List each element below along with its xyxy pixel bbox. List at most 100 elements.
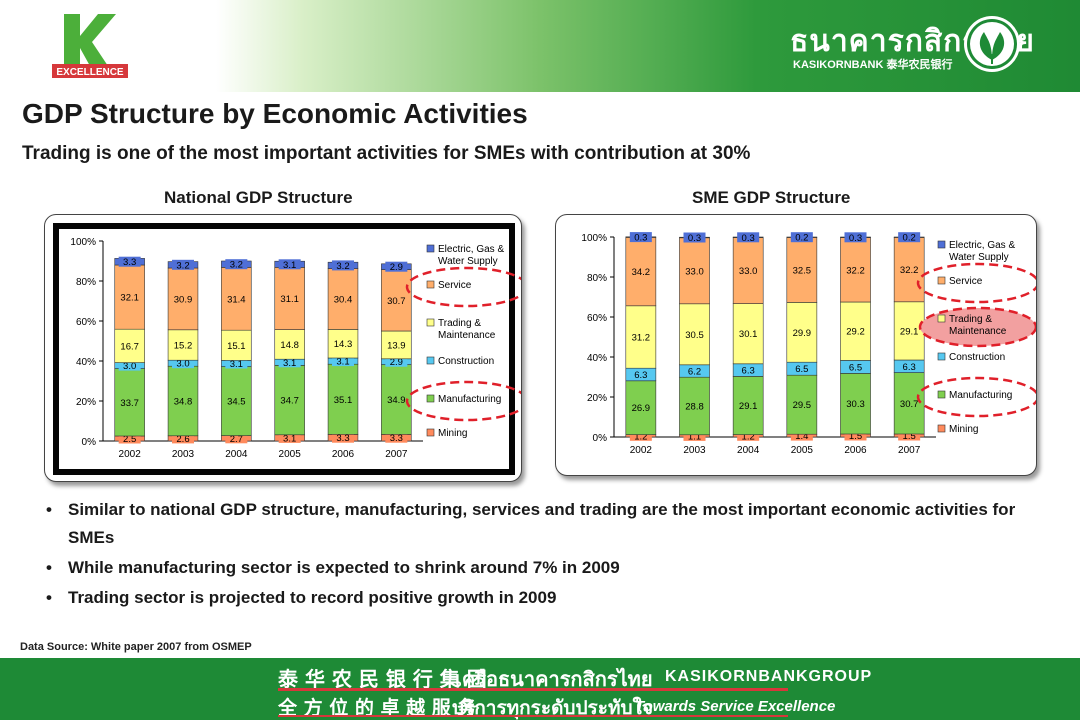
- data-label-bg: [737, 365, 760, 376]
- bar-segment: [840, 301, 871, 361]
- data-label: 6.3: [742, 366, 755, 377]
- y-tick-label: 40%: [587, 353, 607, 364]
- data-label: 3.3: [123, 257, 136, 268]
- data-label: 2.6: [176, 434, 189, 445]
- data-label-bg: [683, 366, 706, 376]
- x-tick-label: 2003: [172, 449, 195, 460]
- data-label: 6.2: [688, 367, 701, 378]
- legend-swatch: [426, 428, 435, 437]
- data-label: 30.7: [900, 399, 919, 410]
- x-tick-label: 2007: [385, 449, 408, 460]
- national-chart-heading: National GDP Structure: [164, 188, 353, 207]
- data-label: 31.2: [632, 333, 651, 344]
- data-label-bg: [844, 232, 867, 243]
- bar-segment: [114, 368, 145, 437]
- footer-divider: [278, 688, 788, 691]
- data-label: 3.1: [283, 433, 296, 444]
- legend-label: Maintenance: [949, 326, 1007, 337]
- data-label-bg: [385, 432, 408, 443]
- slide-title: GDP Structure by Economic Activities: [22, 98, 528, 129]
- data-label-bg: [118, 433, 141, 444]
- data-label-bg: [844, 430, 867, 441]
- data-label: 1.4: [795, 431, 808, 442]
- y-tick-label: 100%: [581, 233, 607, 244]
- y-tick-label: 0%: [82, 437, 97, 448]
- data-label: 34.5: [227, 397, 246, 408]
- data-label: 32.5: [793, 265, 812, 276]
- data-label: 1.2: [742, 431, 755, 442]
- data-label: 3.0: [123, 361, 136, 372]
- bar-segment: [679, 376, 710, 436]
- data-label: 26.9: [632, 403, 651, 414]
- data-label: 29.2: [846, 327, 865, 338]
- bullet-list: Similar to national GDP structure, manuf…: [46, 496, 1046, 614]
- data-label-bg: [278, 259, 301, 270]
- legend-swatch: [937, 424, 946, 433]
- data-label-bg: [172, 433, 194, 444]
- bar-segment: [732, 303, 764, 365]
- x-tick-label: 2004: [737, 445, 760, 456]
- data-label: 3.1: [283, 358, 296, 369]
- bar-segment: [625, 237, 657, 307]
- bar-segment: [221, 329, 252, 361]
- x-tick-label: 2002: [630, 445, 653, 456]
- footer-divider-2: [278, 715, 788, 717]
- x-tick-label: 2004: [225, 449, 248, 460]
- chart-group: 0% 20% 40% 60% 80% 100% 2002 1.2 26.9 6.3 31.2 34.2…: [562, 221, 1040, 467]
- legend-swatch: [937, 240, 946, 249]
- bullet-item: While manufacturing sector is expected t…: [46, 554, 1046, 582]
- bar-segment: [327, 363, 359, 435]
- data-label: 0.3: [688, 233, 701, 244]
- data-label: 3.1: [230, 359, 243, 370]
- bullet-item: Trading sector is projected to record po…: [46, 584, 1046, 612]
- data-label: 30.5: [685, 330, 704, 341]
- data-label-bg: [278, 432, 301, 443]
- sme-chart-panel: 0% 20% 40% 60% 80% 100% 2002 1.2 26.9 6.3 31.2 34.2…: [555, 214, 1040, 476]
- y-tick-label: 60%: [587, 313, 607, 324]
- data-label: 34.9: [387, 395, 406, 406]
- bar-segment: [786, 302, 818, 363]
- bar-segment: [381, 330, 412, 360]
- data-label: 15.2: [174, 341, 193, 352]
- data-label: 33.0: [739, 266, 758, 277]
- data-label-bg: [118, 256, 141, 267]
- legend-swatch: [426, 280, 435, 289]
- data-label-bg: [790, 232, 813, 243]
- data-label: 29.5: [793, 400, 812, 411]
- bank-name-english: KASIKORNBANK 泰华农民银行: [793, 59, 953, 71]
- x-tick-label: 2007: [898, 445, 921, 456]
- data-label-bg: [629, 430, 652, 441]
- x-tick-label: 2005: [279, 449, 302, 460]
- data-label: 2.9: [390, 262, 403, 273]
- data-label: 0.2: [903, 233, 916, 244]
- legend-label: Maintenance: [438, 330, 496, 341]
- data-label-bg: [332, 260, 354, 271]
- bar-segment: [893, 301, 925, 361]
- legend-swatch: [426, 318, 435, 327]
- data-label-bg: [172, 259, 194, 270]
- x-tick-label: 2006: [844, 445, 867, 456]
- data-label-bg: [898, 361, 921, 372]
- legend-label: Trading &: [438, 318, 481, 329]
- legend-swatch: [426, 356, 435, 365]
- legend-label: Service: [438, 280, 472, 291]
- x-tick-label: 2006: [332, 449, 355, 460]
- data-label: 34.8: [174, 397, 193, 408]
- data-label: 3.1: [336, 357, 349, 368]
- data-label-bg: [172, 358, 194, 369]
- legend-swatch: [937, 390, 946, 399]
- legend-label: Water Supply: [438, 256, 498, 267]
- legend-label: Construction: [438, 356, 494, 367]
- legend-label: Mining: [949, 424, 978, 435]
- data-label: 34.7: [280, 396, 299, 407]
- data-label-bg: [225, 358, 248, 369]
- data-label: 0.3: [742, 233, 755, 244]
- data-label: 3.3: [390, 433, 403, 444]
- data-label-bg: [629, 369, 652, 380]
- data-label: 34.2: [632, 267, 651, 278]
- legend-label: Construction: [949, 352, 1005, 363]
- data-label: 2.9: [390, 357, 403, 368]
- data-label: 31.4: [227, 294, 246, 305]
- data-label: 14.8: [280, 340, 299, 351]
- data-label: 2.5: [123, 434, 136, 445]
